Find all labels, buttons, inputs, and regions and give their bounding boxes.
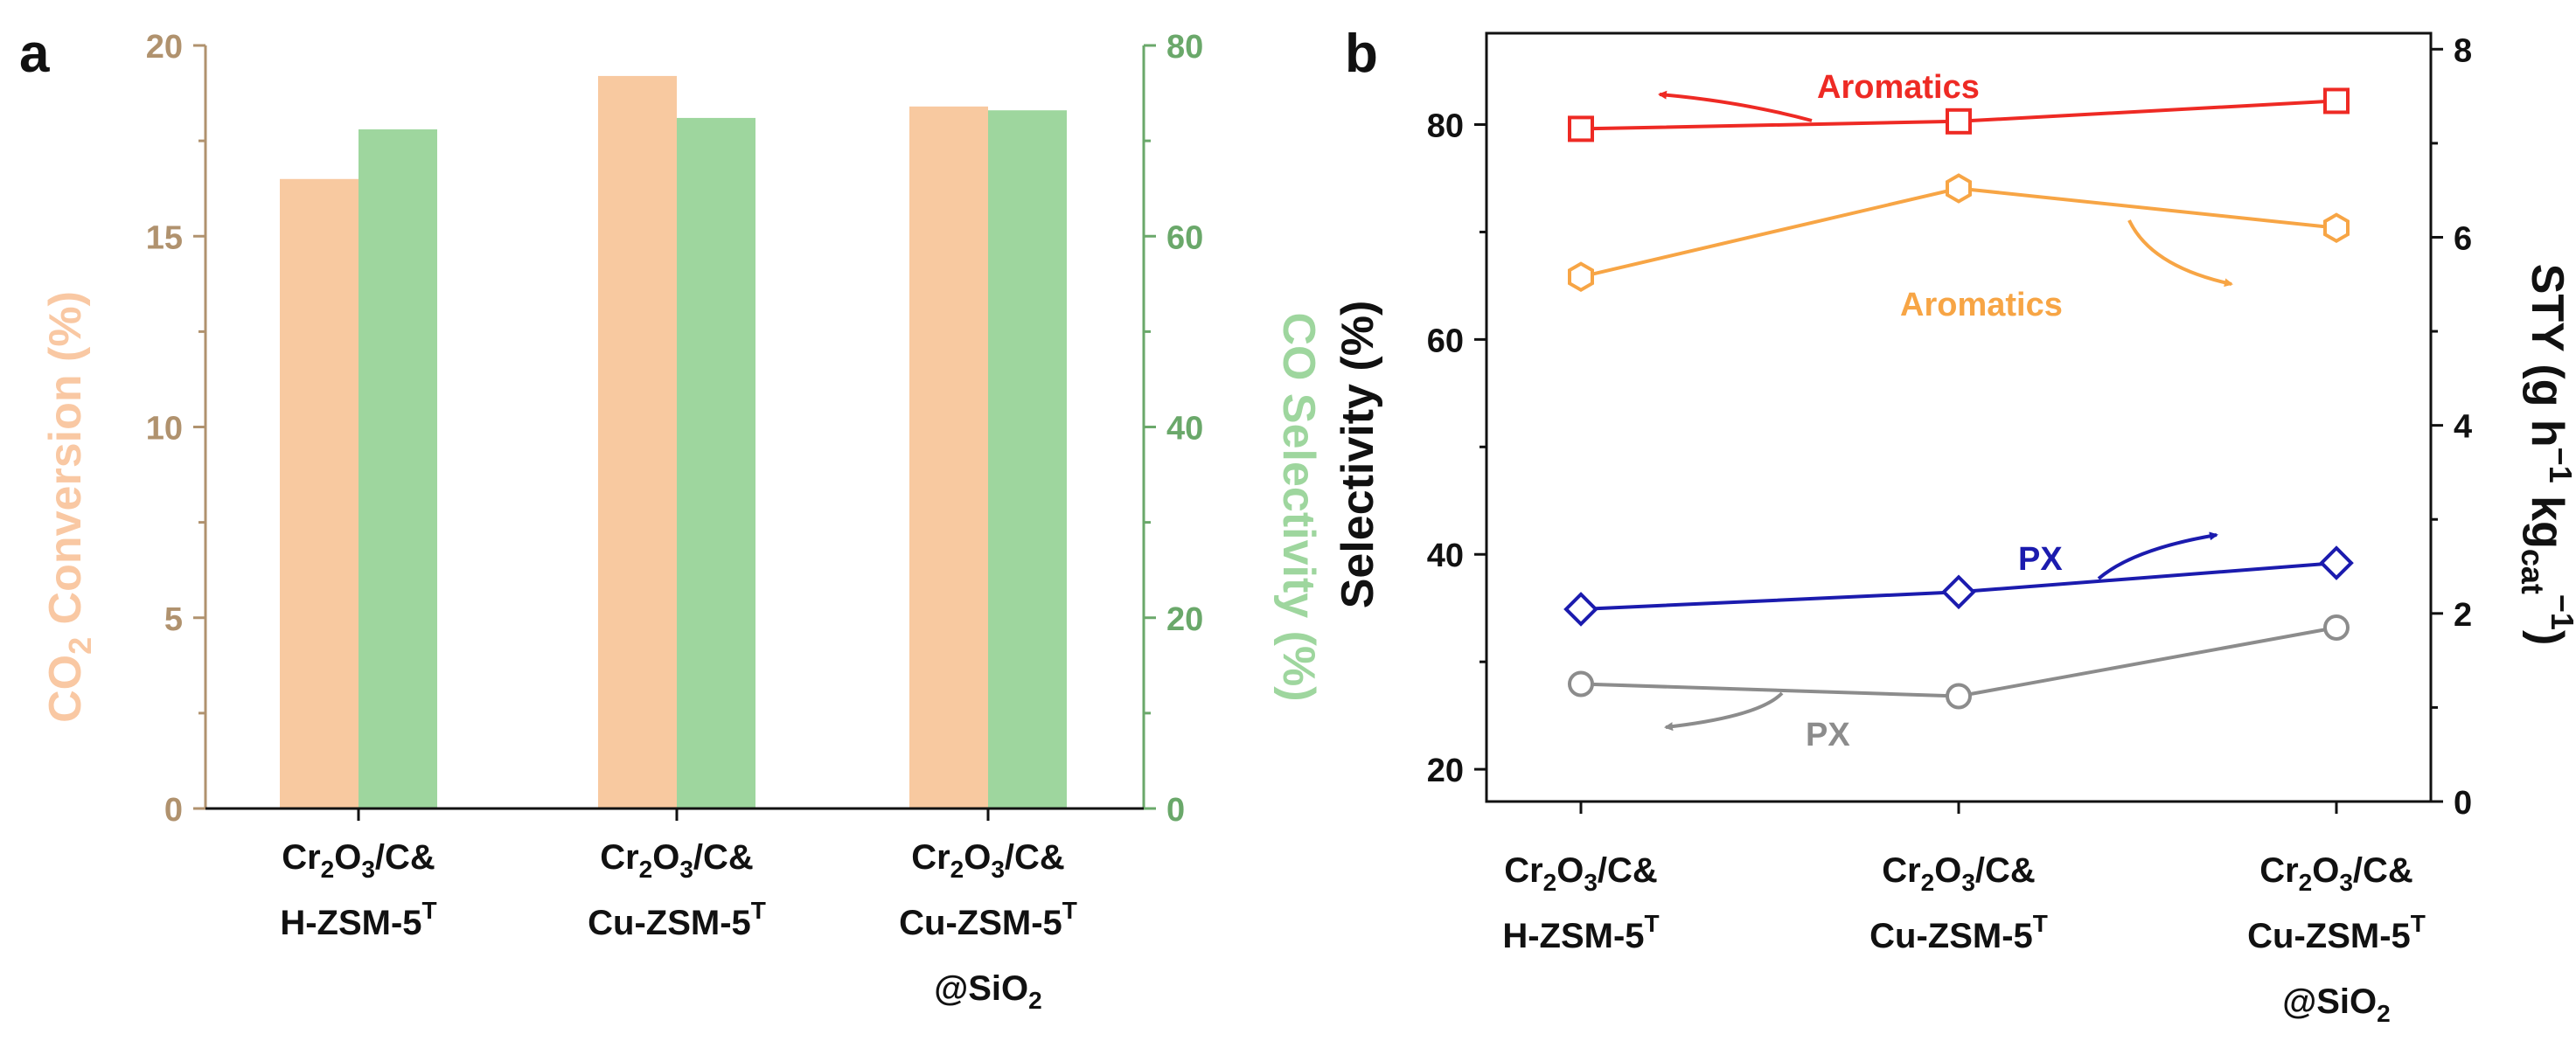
bar-co-selectivity-3 [988,110,1067,809]
annotation-aromatics-right: Aromatics [1900,287,2063,323]
panel-a-right-tick-label: 60 [1166,219,1203,256]
panel-a-left-tick-label: 20 [146,29,183,66]
svg-text:Cr2O3/C&: Cr2O3/C& [1882,851,2036,896]
panel-b-lines [1563,87,2354,710]
svg-text:Cr2O3/C&: Cr2O3/C& [600,838,754,883]
point-px-left-axis-3 [2319,545,2354,580]
point-px-left-axis-2 [1941,574,1976,610]
panel-b-category-2: Cr2O3/C& Cu-ZSM-5T [1869,851,2048,955]
bar-co2-conversion-2 [598,75,677,809]
panel-a-left-axis-title: CO2 Conversion (%) [40,291,98,723]
panel-b-label: b [1345,24,1378,84]
svg-text:Cu-ZSM-5T: Cu-ZSM-5T [588,897,766,942]
point-aromatics-right-axis-3 [2323,212,2350,244]
svg-text:H-ZSM-5T: H-ZSM-5T [1502,910,1659,955]
panel-b-left-axis-title: Selectivity (%) [1333,301,1383,609]
panel-a-right-tick-label: 20 [1166,601,1203,638]
annotation-px-left-axis: PX [2018,541,2063,578]
panel-b-category-1: Cr2O3/C& H-ZSM-5T [1502,851,1659,955]
panel-a-label: a [19,24,50,84]
panel-b-left-tick-label: 80 [1427,108,1464,144]
panel-a-right-tick-label: 80 [1166,29,1203,66]
panel-b-right-tick-label: 2 [2454,597,2472,634]
point-aromatics-left-axis-1 [1568,115,1594,142]
panel-a-right-tick-label: 0 [1166,792,1185,829]
panel-b-right-tick-label: 0 [2454,785,2472,822]
annotation-aromatics-left: Aromatics [1817,69,1980,106]
annotation-px-right-axis: PX [1806,717,1850,753]
panel-b-right-axis-title: STY (g h−1 kgcat−1) [2515,264,2576,646]
svg-text:@SiO2: @SiO2 [2282,982,2391,1027]
panel-b-category-3: Cr2O3/C& Cu-ZSM-5T @SiO2 [2247,851,2426,1027]
svg-text:Cr2O3/C&: Cr2O3/C& [282,838,435,883]
arrow-aromatics-right [2127,219,2233,288]
arrow-aromatics-left [1658,90,1813,122]
bar-co-selectivity-1 [359,129,437,809]
bar-co-selectivity-2 [677,117,755,809]
panel-a-axes: 0 5 10 15 20 0 20 40 60 80 [146,29,1204,829]
svg-text:H-ZSM-5T: H-ZSM-5T [280,897,436,942]
point-px-right-axis-3 [2323,614,2350,641]
panel-a-left-tick-label: 10 [146,411,183,448]
panel-a-category-2: Cr2O3/C& Cu-ZSM-5T [588,838,766,942]
svg-text:@SiO2: @SiO2 [934,969,1042,1014]
svg-text:Cr2O3/C&: Cr2O3/C& [911,838,1065,883]
panel-a-category-1: Cr2O3/C& H-ZSM-5T [280,838,436,942]
point-aromatics-right-axis-1 [1568,261,1594,293]
panel-a-left-tick-label: 5 [164,601,183,638]
point-aromatics-right-axis-2 [1946,173,1972,204]
svg-text:Cr2O3/C&: Cr2O3/C& [2259,851,2413,896]
svg-text:Cu-ZSM-5T: Cu-ZSM-5T [1869,910,2048,955]
bar-co2-conversion-3 [909,106,988,809]
bar-co2-conversion-1 [280,178,359,809]
panel-b-right-tick-label: 8 [2454,32,2472,69]
panel-a-right-tick-label: 40 [1166,411,1203,448]
panel-b-left-tick-label: 60 [1427,323,1464,359]
svg-text:Cu-ZSM-5T: Cu-ZSM-5T [899,897,1077,942]
panel-a-right-axis-title: CO Selectivity (%) [1273,312,1324,701]
panel-a-category-3: Cr2O3/C& Cu-ZSM-5T @SiO2 [899,838,1077,1014]
point-px-right-axis-1 [1568,670,1594,698]
panel-b-right-tick-label: 6 [2454,220,2472,257]
point-px-left-axis-1 [1563,592,1598,627]
panel-b-left-tick-label: 20 [1427,753,1464,789]
point-aromatics-left-axis-2 [1946,108,1972,135]
point-aromatics-left-axis-3 [2323,87,2350,115]
panel-a-left-tick-label: 0 [164,792,183,829]
panel-b-left-tick-label: 40 [1427,538,1464,574]
arrow-px-left [1664,691,1784,732]
svg-text:Cu-ZSM-5T: Cu-ZSM-5T [2247,910,2426,955]
point-px-right-axis-2 [1946,683,1972,710]
arrow-px-right [2097,531,2218,580]
panel-a-bars [280,75,1067,809]
panel-b-right-tick-label: 4 [2454,409,2472,446]
svg-text:Cr2O3/C&: Cr2O3/C& [1504,851,1658,896]
panel-b-axes: 20 40 60 80 0 2 4 6 8 [1427,31,2472,822]
panel-a-left-tick-label: 15 [146,219,183,256]
